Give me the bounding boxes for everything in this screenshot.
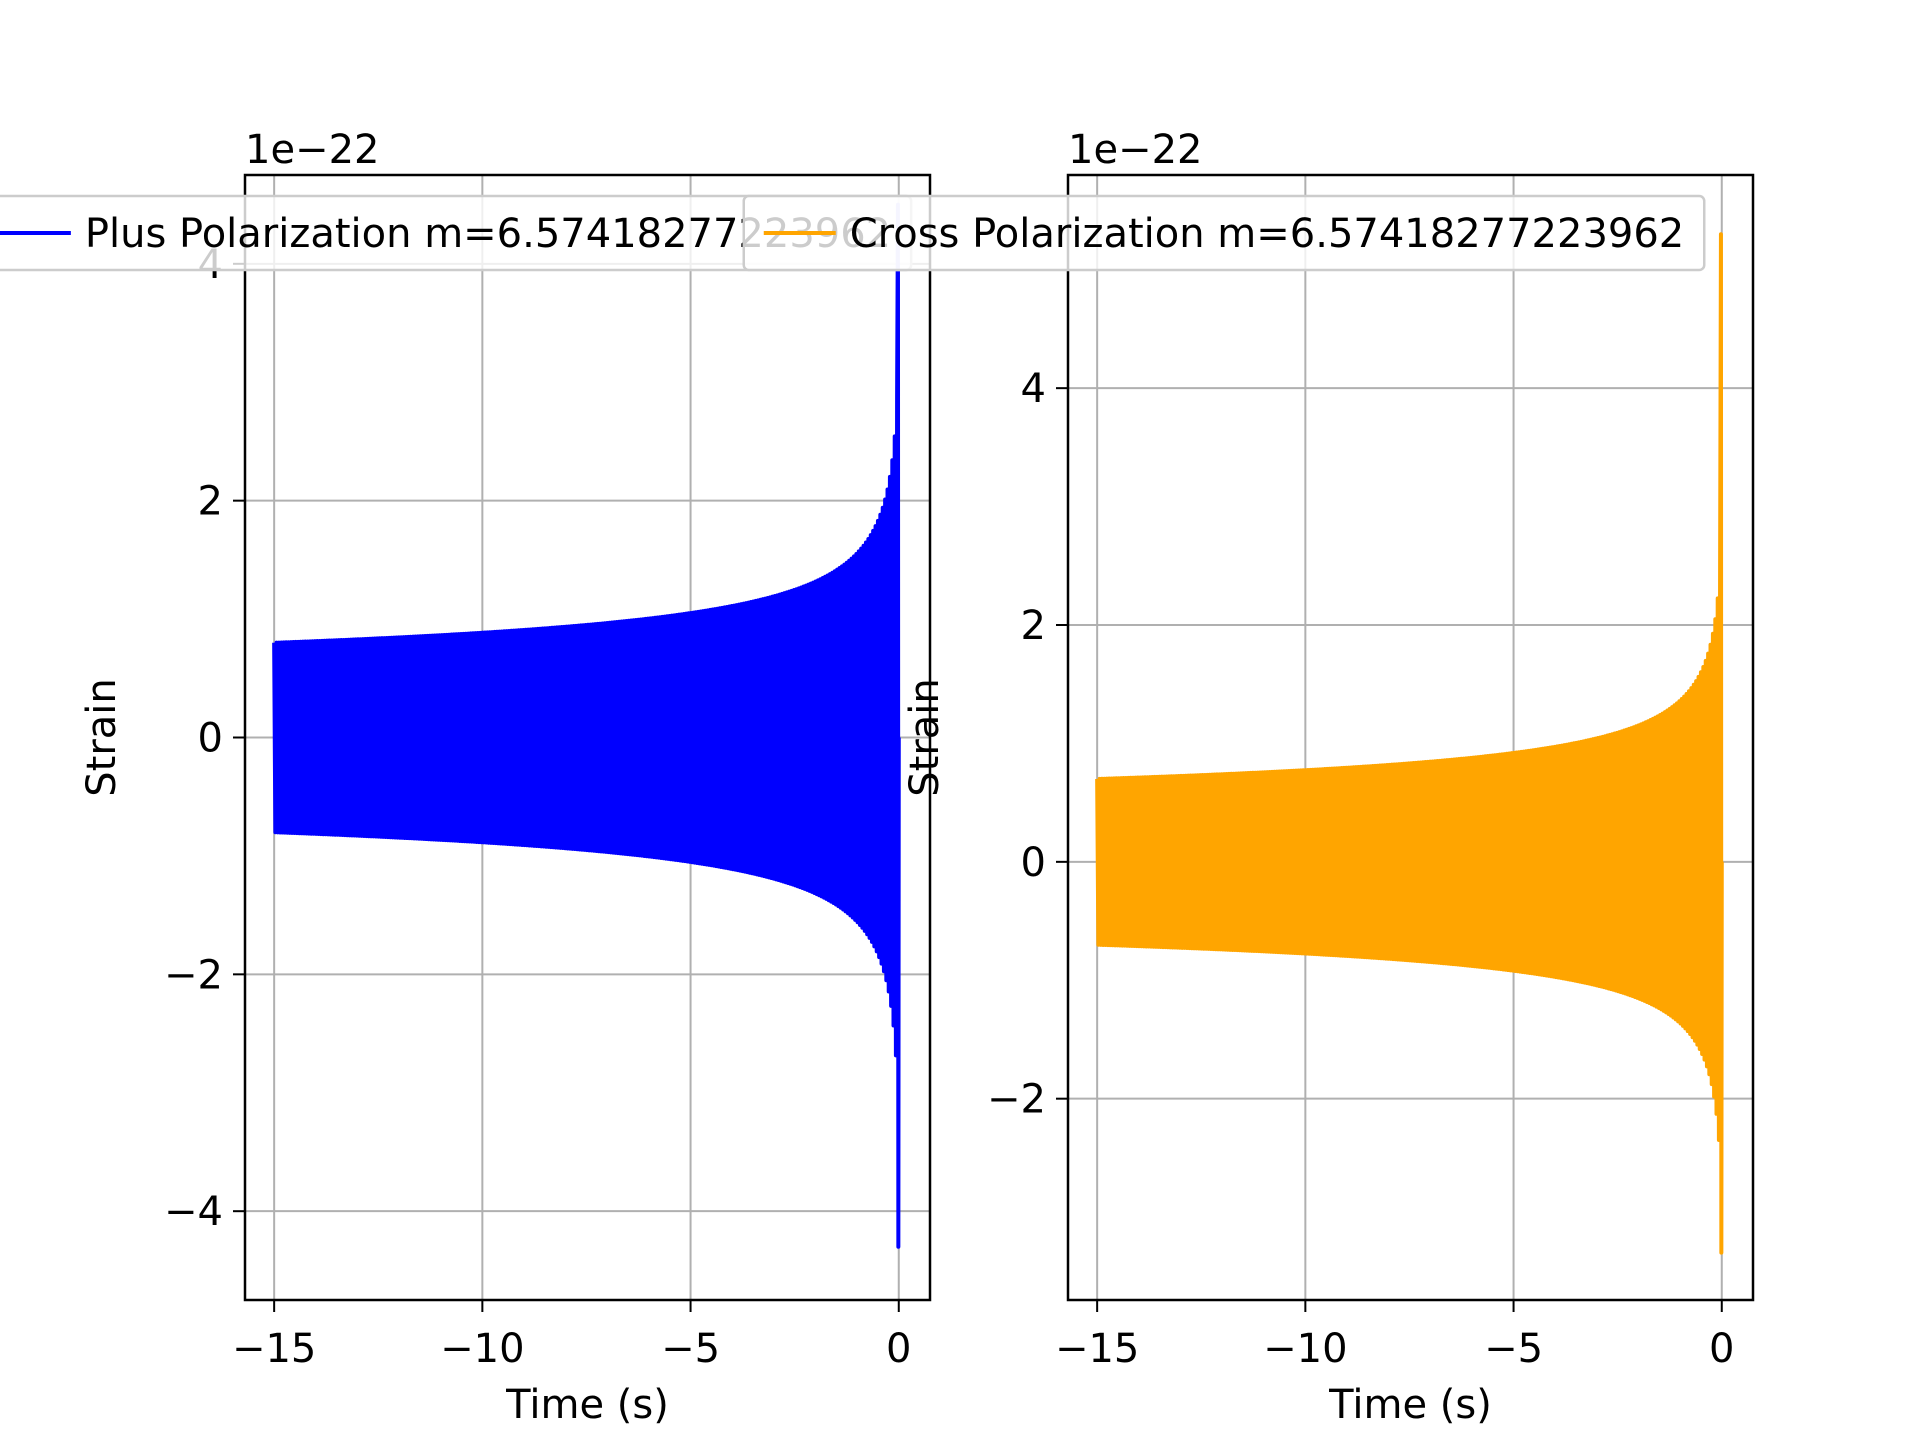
x-tick-label: −15 — [232, 1326, 316, 1372]
plus-polarization-waveform — [272, 202, 901, 1249]
x-tick-label: −5 — [661, 1326, 720, 1372]
y-tick-label: 2 — [1021, 603, 1046, 649]
x-tick-label: −10 — [1263, 1326, 1347, 1372]
y-tick-label: −2 — [987, 1077, 1046, 1123]
x-tick-label: −10 — [440, 1326, 524, 1372]
y-tick-label: 2 — [198, 479, 223, 525]
right-x-ticks: −15 −10 −5 0 — [1055, 1300, 1734, 1372]
x-tick-label: 0 — [886, 1326, 911, 1372]
left-x-ticks: −15 −10 −5 0 — [232, 1300, 911, 1372]
left-offset-text: 1e−22 — [245, 127, 379, 173]
right-x-axis-label: Time (s) — [1328, 1382, 1492, 1428]
right-y-ticks: −2 0 2 4 — [987, 366, 1068, 1123]
right-axes-frame — [1066, 173, 1755, 1302]
left-x-axis-label: Time (s) — [505, 1382, 669, 1428]
left-y-axis-label: Strain — [79, 678, 125, 797]
right-legend-box — [742, 194, 1706, 272]
y-tick-label: −2 — [164, 952, 223, 998]
cross-polarization-legend: Cross Polarization m=6.57418277223962 — [742, 194, 1706, 272]
x-tick-label: 0 — [1709, 1326, 1734, 1372]
x-tick-label: −15 — [1055, 1326, 1139, 1372]
cross-polarization-panel: −15 −10 −5 0 −2 0 2 4 1e−22 Time (s) Strain — [902, 127, 1755, 1428]
cross-polarization-waveform — [1095, 232, 1724, 1255]
y-tick-label: −4 — [164, 1189, 223, 1235]
y-tick-label: 4 — [1021, 366, 1046, 412]
x-tick-label: −5 — [1484, 1326, 1543, 1372]
right-y-axis-label: Strain — [902, 678, 948, 797]
right-offset-text: 1e−22 — [1068, 127, 1202, 173]
right-legend-label: Cross Polarization m=6.57418277223962 — [850, 211, 1685, 257]
y-tick-label: 0 — [1021, 840, 1046, 886]
y-tick-label: 0 — [198, 716, 223, 762]
